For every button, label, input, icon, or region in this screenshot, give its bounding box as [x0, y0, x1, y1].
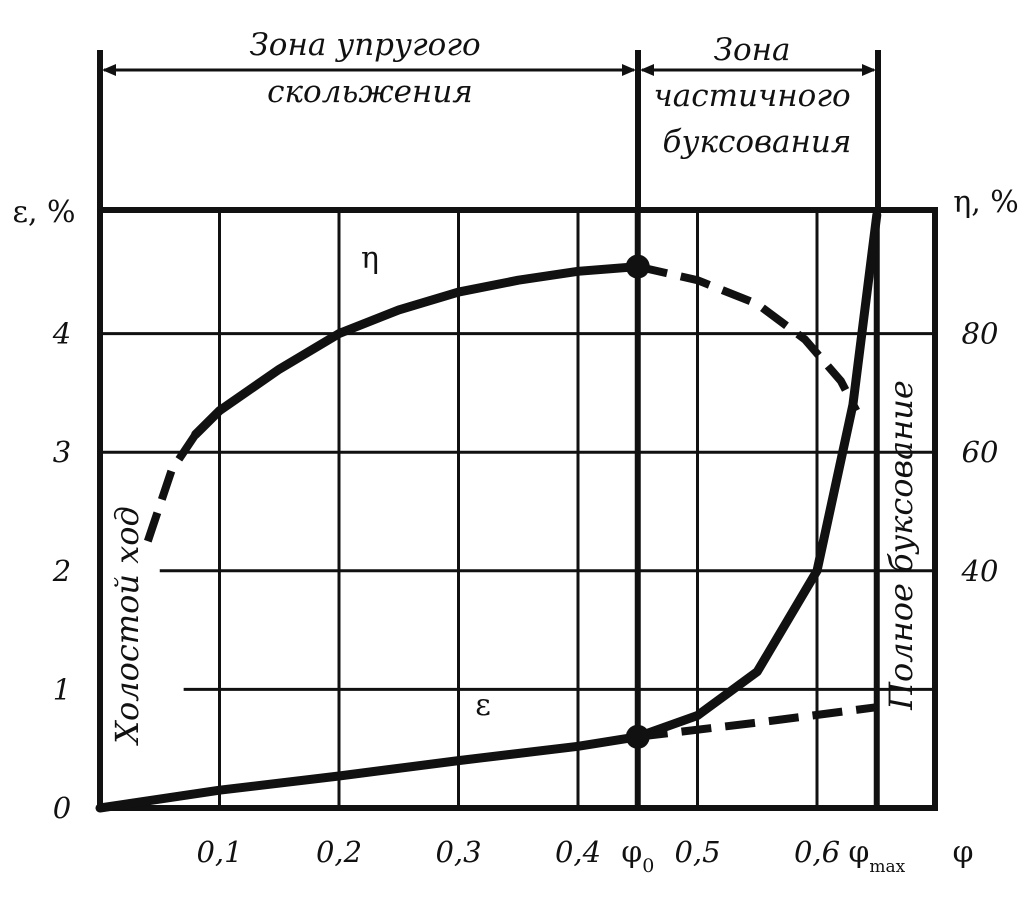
x-tick-label: φ0: [621, 835, 654, 877]
eta-curve: [191, 262, 643, 439]
elastic-zone-title-line2: скольжения: [267, 74, 473, 110]
phi0-marker: [625, 254, 650, 279]
y-left-tick-label: 0: [53, 791, 71, 825]
eps-curve: [95, 732, 643, 813]
idle-run-label: Холостой ход: [108, 506, 146, 747]
y-right-tick-label: 60: [962, 435, 999, 469]
x-tick-subscript: max: [869, 857, 905, 877]
x-tick-label: 0,4: [555, 835, 601, 869]
eps-series-label: ε: [475, 688, 491, 723]
y-left-tick-label: 4: [52, 317, 71, 351]
y-right-axis-label: η, %: [953, 185, 1019, 220]
eta-dashed-end: [636, 262, 860, 413]
y-left-tick-label: 3: [53, 435, 71, 469]
zone-annotations: Зона упругого скольжения Зона частичного…: [97, 27, 920, 747]
eps-dashed-end: [637, 703, 878, 741]
phi0-marker: [625, 724, 650, 749]
elastic-zone-title: Зона упругого скольжения: [249, 27, 490, 110]
partial-zone-title-line1: Зона: [714, 32, 791, 68]
y-left-tick-label: 2: [52, 554, 71, 588]
eta-series-label: η: [361, 241, 379, 276]
plot-border: [97, 207, 938, 811]
x-tick-subscript: 0: [642, 855, 654, 877]
y-left-axis-label: ε, %: [12, 195, 75, 230]
x-axis-label: φ: [952, 835, 973, 870]
partial-zone-title-line3: буксования: [663, 124, 852, 160]
y-right-tick-label: 80: [962, 317, 999, 351]
x-tick-label: 0,3: [435, 835, 481, 869]
series-curves: ηε: [95, 210, 882, 813]
x-tick-label: φmax: [848, 835, 905, 877]
partial-zone-title: Зона частичного буксования: [653, 32, 860, 160]
eps-curve-rising: [633, 210, 882, 742]
eta-dashed-start: [144, 432, 199, 543]
plot-frame: [97, 207, 938, 811]
x-tick-label: 0,2: [316, 835, 362, 869]
full-slip-label: Полное буксование: [882, 380, 920, 711]
x-tick-label: 0,1: [196, 835, 242, 869]
x-tick-label: 0,5: [674, 835, 720, 869]
y-left-tick-label: 1: [53, 672, 71, 706]
x-tick-label: 0,6: [794, 835, 840, 869]
y-right-tick-label: 40: [961, 554, 999, 588]
elastic-zone-title-line1: Зона упругого: [249, 27, 480, 63]
gridlines: [100, 210, 935, 808]
partial-zone-title-line2: частичного: [653, 78, 850, 114]
